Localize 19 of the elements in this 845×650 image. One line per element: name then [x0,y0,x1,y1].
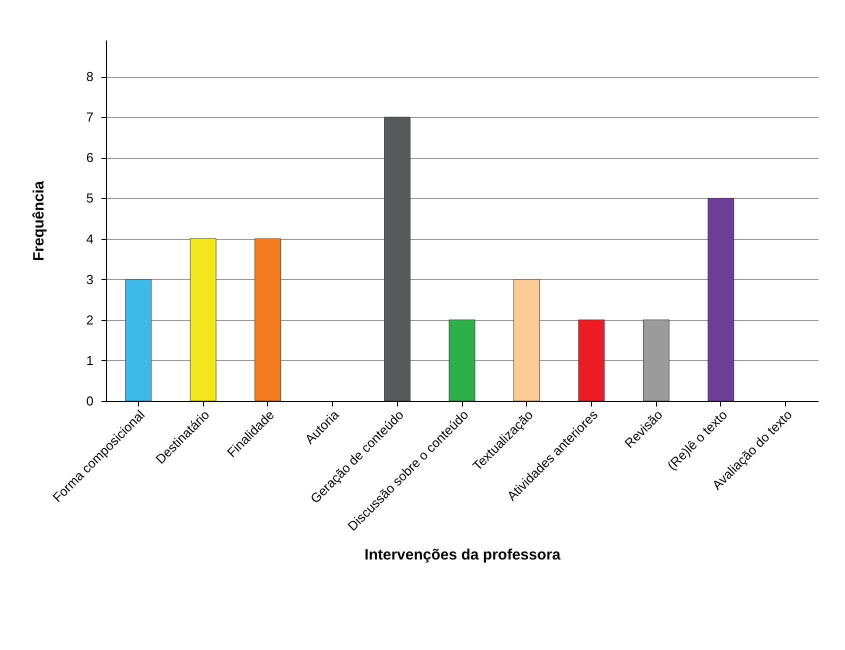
bar [708,198,734,402]
bar [384,116,410,402]
bar [125,279,152,402]
bar [578,320,605,402]
y-tick-label: 3 [86,272,94,287]
y-axis-title: Frequência [30,180,48,262]
bar [190,238,216,402]
y-tick-label: 8 [86,69,94,84]
y-tick-label: 5 [86,190,94,206]
y-tick-label: 1 [86,352,94,368]
y-tick-label: 4 [86,231,94,246]
bar [254,238,282,402]
bar [448,320,476,402]
y-tick-label: 7 [86,110,94,125]
y-tick-label: 6 [86,150,94,166]
y-tick-label: 0 [86,394,94,408]
bar [514,279,540,402]
y-tick-label: 2 [86,312,94,328]
x-axis-title: Intervenções da professora [364,546,562,564]
